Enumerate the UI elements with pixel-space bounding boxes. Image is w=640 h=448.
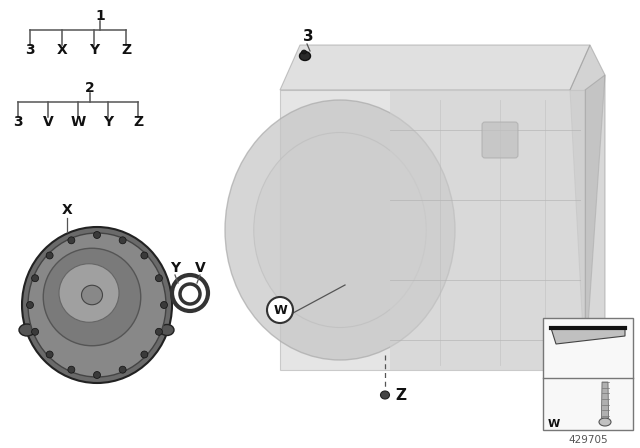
Ellipse shape	[44, 248, 141, 346]
Ellipse shape	[300, 52, 310, 60]
Circle shape	[267, 297, 293, 323]
Circle shape	[119, 237, 126, 244]
Ellipse shape	[59, 264, 119, 322]
Ellipse shape	[81, 285, 102, 305]
Bar	[543, 318, 633, 430]
Circle shape	[68, 366, 75, 373]
Text: 2: 2	[85, 81, 95, 95]
Ellipse shape	[253, 133, 426, 327]
Ellipse shape	[160, 324, 174, 336]
Circle shape	[161, 302, 168, 309]
FancyBboxPatch shape	[482, 122, 518, 158]
Circle shape	[141, 252, 148, 259]
Polygon shape	[390, 90, 585, 370]
Circle shape	[93, 371, 100, 379]
Text: 3: 3	[13, 115, 23, 129]
Text: V: V	[195, 261, 205, 275]
Text: 429705: 429705	[568, 435, 608, 445]
Ellipse shape	[19, 324, 35, 336]
Text: 1: 1	[95, 9, 105, 23]
Ellipse shape	[301, 50, 307, 54]
Polygon shape	[585, 75, 605, 370]
Text: W: W	[70, 115, 86, 129]
Ellipse shape	[599, 418, 611, 426]
Ellipse shape	[225, 100, 455, 360]
Circle shape	[141, 351, 148, 358]
Polygon shape	[551, 328, 625, 344]
Circle shape	[31, 275, 38, 282]
Circle shape	[93, 232, 100, 238]
Circle shape	[26, 302, 33, 309]
Circle shape	[68, 237, 75, 244]
Polygon shape	[570, 45, 605, 370]
Circle shape	[156, 275, 163, 282]
Text: V: V	[43, 115, 53, 129]
Polygon shape	[602, 382, 609, 418]
Ellipse shape	[381, 391, 390, 399]
Text: Y: Y	[170, 261, 180, 275]
Text: X: X	[61, 203, 72, 217]
Circle shape	[46, 252, 53, 259]
Text: Z: Z	[396, 388, 406, 402]
Ellipse shape	[28, 233, 166, 377]
Polygon shape	[280, 90, 585, 370]
Text: Z: Z	[133, 115, 143, 129]
Text: Y: Y	[103, 115, 113, 129]
Ellipse shape	[22, 227, 172, 383]
Text: 3: 3	[25, 43, 35, 57]
Circle shape	[46, 351, 53, 358]
Text: 3: 3	[303, 29, 314, 43]
Text: Y: Y	[89, 43, 99, 57]
Circle shape	[119, 366, 126, 373]
Text: W: W	[548, 419, 560, 429]
Text: Z: Z	[121, 43, 131, 57]
Circle shape	[156, 328, 163, 335]
Text: W: W	[273, 303, 287, 316]
Circle shape	[31, 328, 38, 335]
Polygon shape	[280, 45, 590, 90]
Text: X: X	[56, 43, 67, 57]
